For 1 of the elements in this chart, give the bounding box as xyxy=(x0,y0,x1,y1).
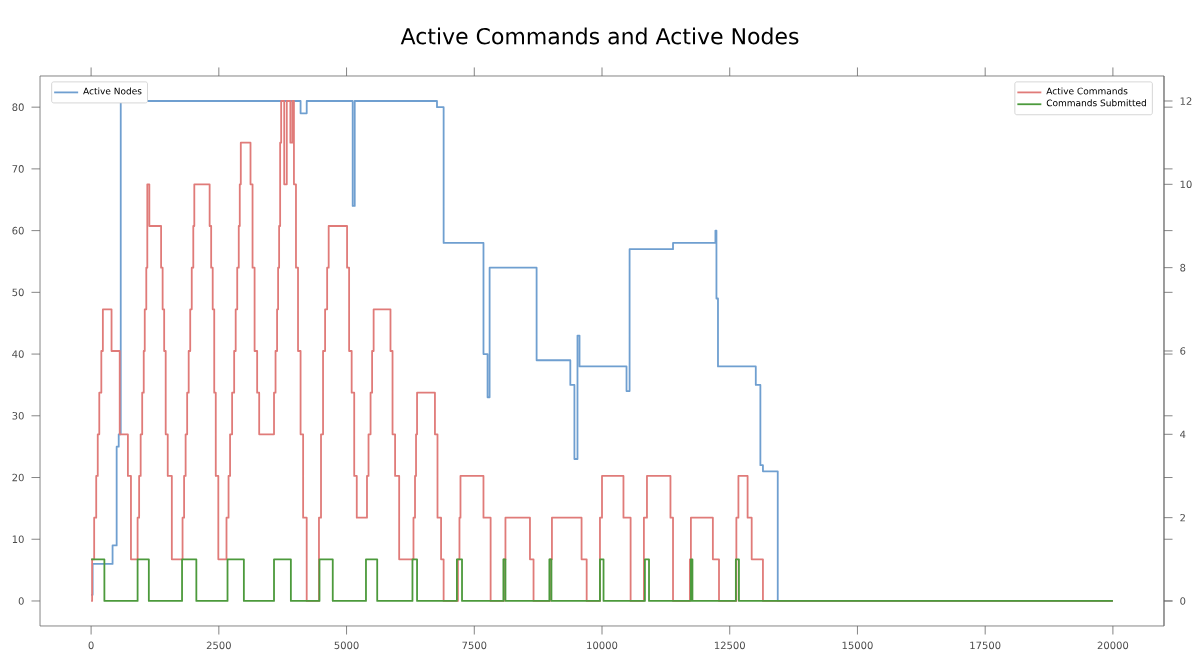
chart-title: Active Commands and Active Nodes xyxy=(400,27,799,45)
